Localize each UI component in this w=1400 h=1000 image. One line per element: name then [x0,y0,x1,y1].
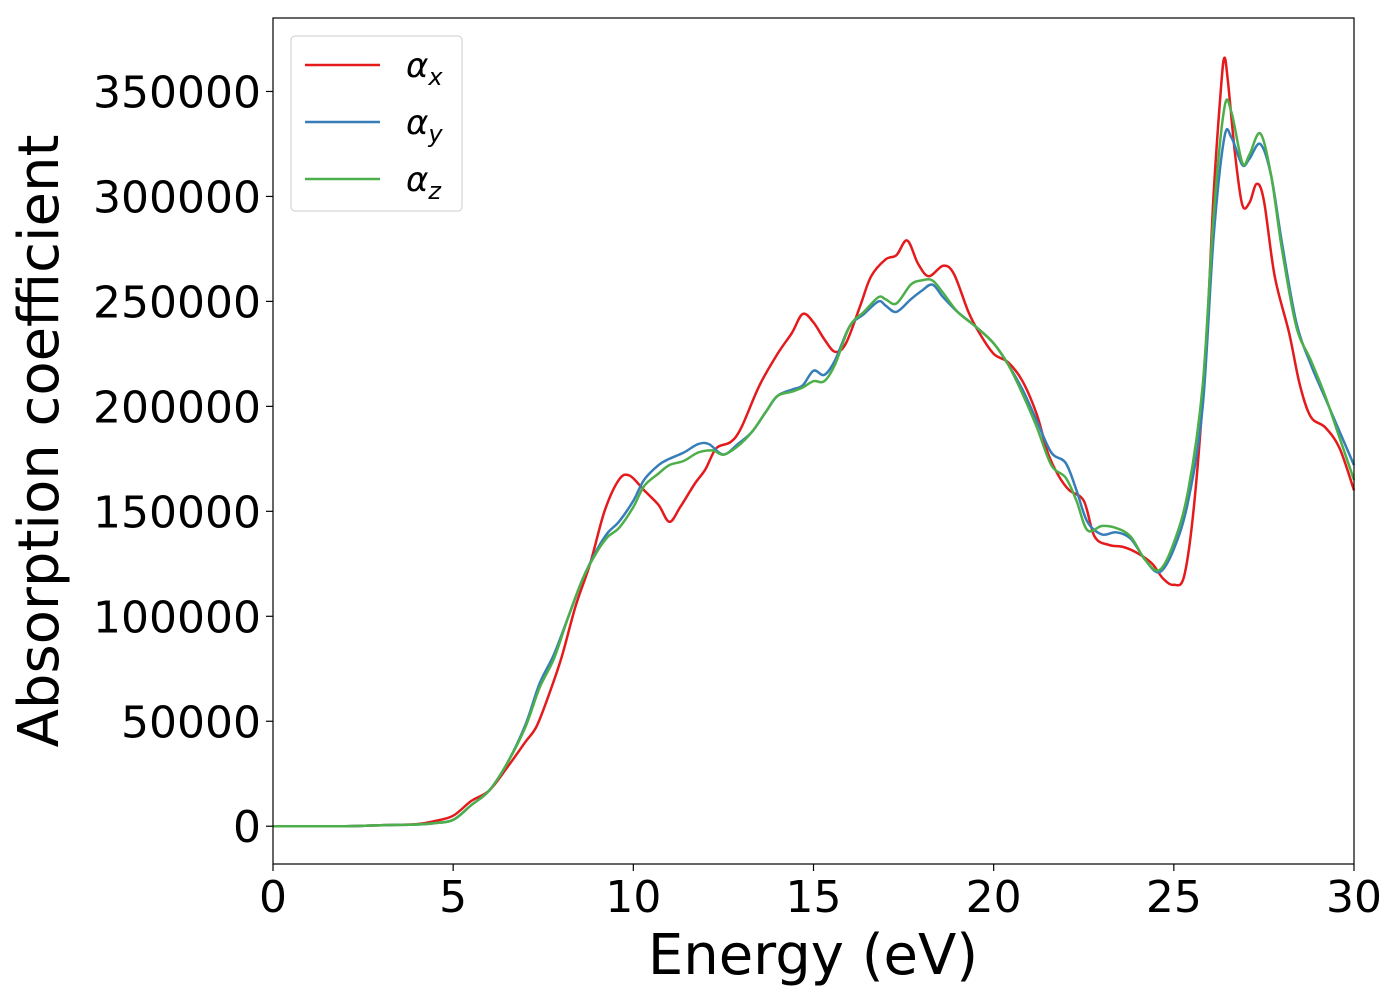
x-tick-label: 15 [786,872,842,923]
x-axis-label: Energy (eV) [648,923,978,988]
y-tick-label: 50000 [121,697,261,748]
y-tick-label: 250000 [93,277,261,328]
legend-label-alpha-x: αx [406,46,443,91]
axis-ticks: 0 5 10 15 20 25 30 0 50000 100000 150000 200000 2500… [93,67,1382,923]
y-tick-label: 0 [233,802,261,853]
legend: αx αy αz [290,35,463,212]
x-tick-label: 10 [605,872,661,923]
x-tick-label: 5 [439,872,467,923]
series-layer [272,56,1356,828]
y-tick-label: 100000 [93,592,261,643]
series-line-alpha-z [272,98,1356,828]
series-line-alpha-x [272,56,1356,828]
x-tick-label: 30 [1326,872,1382,923]
x-tick-label: 25 [1146,872,1202,923]
plot-frame [272,17,1355,865]
legend-label-alpha-y: αy [406,103,443,148]
legend-frame [290,35,463,212]
y-tick-label: 200000 [93,382,261,433]
legend-label-alpha-z: αz [406,160,442,205]
y-tick-label: 350000 [93,67,261,118]
y-axis-label: Absorption coefficient [7,135,72,748]
x-tick-label: 20 [966,872,1022,923]
y-tick-label: 150000 [93,487,261,538]
x-tick-label: 0 [259,872,287,923]
series-line-alpha-y [272,127,1356,828]
y-tick-label: 300000 [93,172,261,223]
